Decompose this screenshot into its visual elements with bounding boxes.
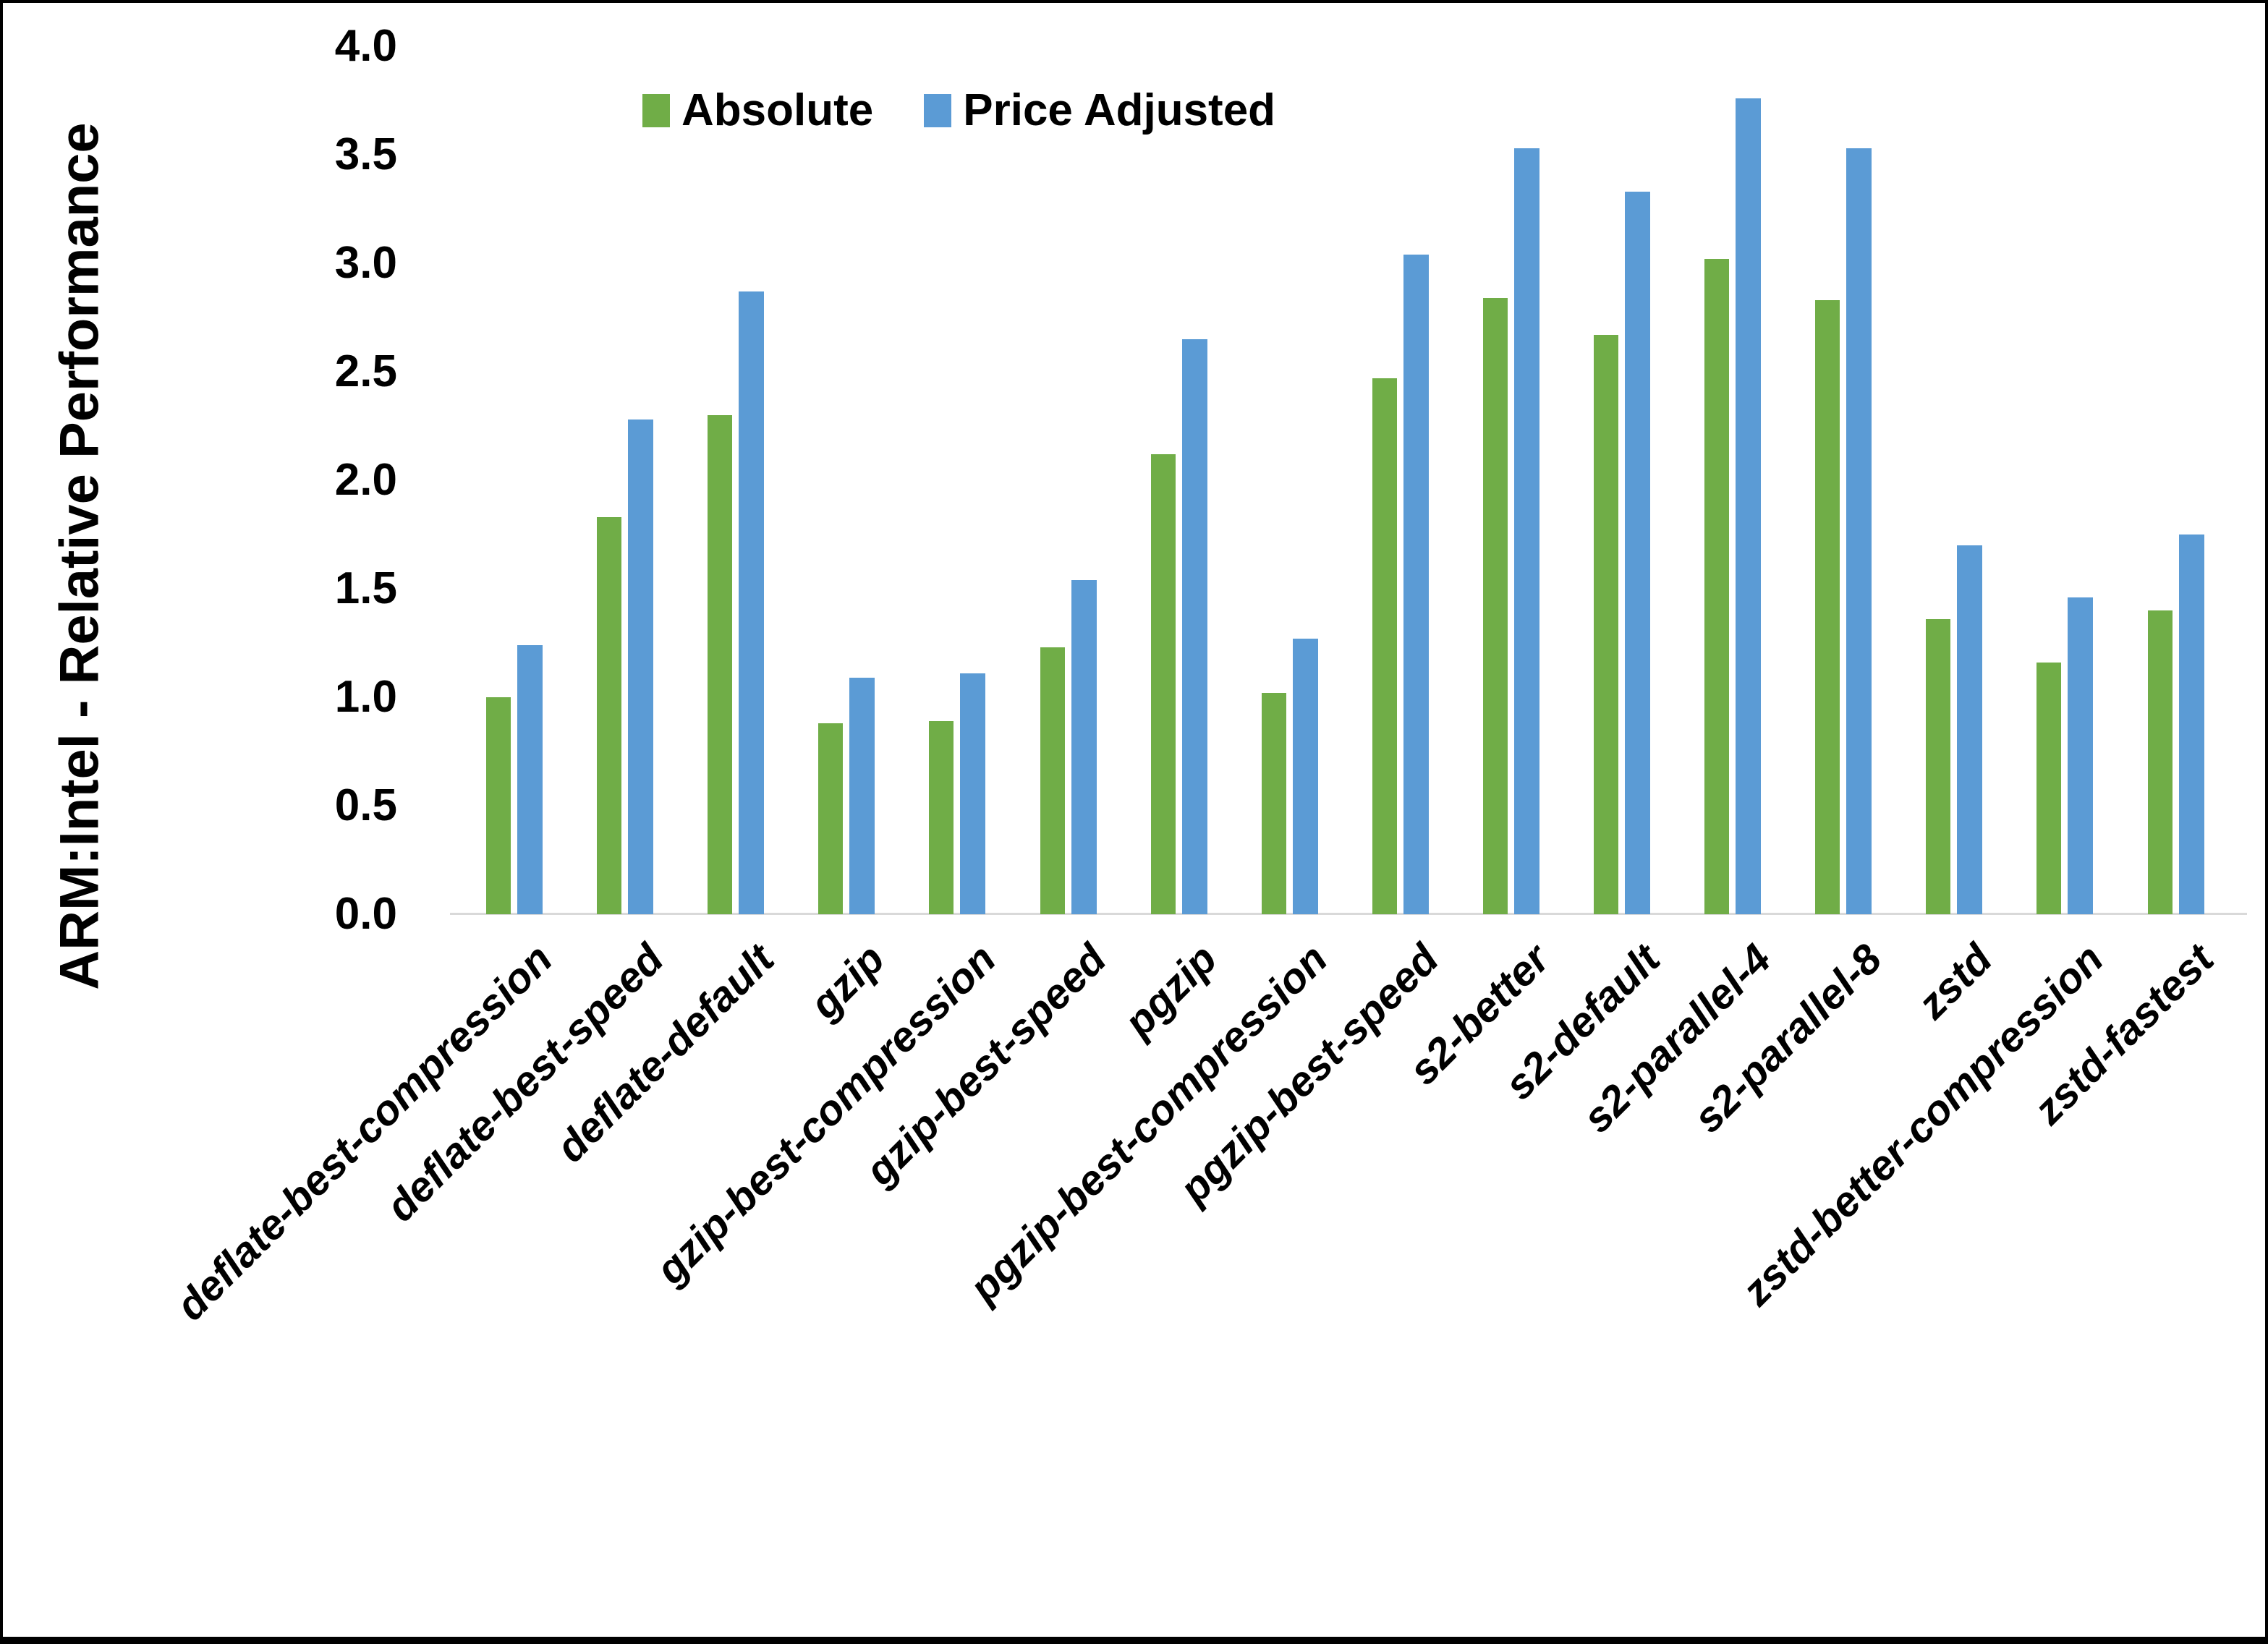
- legend-item-price-adjusted: Price Adjusted: [924, 88, 1275, 133]
- y-tick-label-2.5: 2.5: [334, 346, 397, 396]
- bar-price-adjusted-zstd-better-compression: [2068, 597, 2094, 914]
- legend: Absolute Price Adjusted: [642, 88, 1275, 133]
- bar-price-adjusted-deflate-best-speed: [628, 419, 654, 914]
- bar-absolute-gzip: [818, 723, 844, 914]
- bar-price-adjusted-gzip-best-compression: [960, 673, 986, 914]
- bar-price-adjusted-zstd: [1957, 545, 1983, 914]
- y-tick-label-2.0: 2.0: [334, 455, 397, 505]
- bar-price-adjusted-s2-better: [1513, 148, 1539, 914]
- bar-absolute-s2-default: [1594, 335, 1618, 914]
- x-axis-category-label-zstd: zstd: [1908, 935, 2002, 1028]
- bar-price-adjusted-pgzip: [1181, 339, 1207, 914]
- legend-swatch-price-adjusted: [924, 94, 952, 127]
- y-tick-label-1.0: 1.0: [334, 672, 397, 722]
- bar-price-adjusted-gzip-best-speed: [1071, 580, 1097, 914]
- bar-absolute-gzip-best-speed: [1040, 647, 1065, 914]
- y-tick-label-3.0: 3.0: [334, 238, 397, 288]
- bar-absolute-s2-parallel-4: [1704, 259, 1730, 914]
- bar-price-adjusted-gzip: [849, 678, 875, 914]
- bar-absolute-pgzip-best-speed: [1372, 378, 1397, 914]
- bar-absolute-zstd-fastest: [2147, 610, 2173, 914]
- legend-label-price-adjusted: Price Adjusted: [963, 85, 1276, 135]
- bar-absolute-s2-parallel-8: [1815, 300, 1840, 914]
- bar-absolute-pgzip: [1150, 454, 1176, 914]
- y-tick-label-4.0: 4.0: [334, 21, 397, 71]
- bar-absolute-pgzip-best-compression: [1261, 693, 1286, 914]
- x-axis-category-label-pgzip: pgzip: [1115, 935, 1226, 1047]
- bar-absolute-gzip-best-compression: [929, 721, 954, 914]
- bar-absolute-deflate-best-speed: [597, 517, 622, 914]
- bar-absolute-zstd: [1926, 619, 1951, 914]
- y-axis-title: ARM:Intel - Relative Performance: [48, 122, 111, 990]
- bar-price-adjusted-s2-default: [1625, 192, 1650, 914]
- bar-price-adjusted-s2-parallel-4: [1736, 98, 1762, 914]
- bar-price-adjusted-pgzip-best-compression: [1292, 639, 1318, 914]
- bar-price-adjusted-deflate-best-compression: [517, 645, 543, 914]
- x-axis-baseline: [450, 913, 2247, 915]
- y-tick-label-0.5: 0.5: [334, 780, 397, 830]
- y-tick-label-3.5: 3.5: [334, 129, 397, 179]
- bar-price-adjusted-pgzip-best-speed: [1403, 255, 1429, 914]
- legend-label-absolute: Absolute: [681, 85, 874, 135]
- y-tick-label-0.0: 0.0: [334, 889, 397, 939]
- bar-absolute-s2-better: [1482, 298, 1508, 914]
- bar-price-adjusted-s2-parallel-8: [1846, 148, 1872, 914]
- bar-price-adjusted-zstd-fastest: [2178, 534, 2204, 914]
- x-axis-category-label-gzip: gzip: [801, 935, 894, 1028]
- bar-absolute-deflate-best-compression: [486, 697, 511, 914]
- legend-swatch-absolute: [642, 94, 670, 127]
- bar-absolute-zstd-better-compression: [2036, 663, 2062, 914]
- y-tick-label-1.5: 1.5: [334, 563, 397, 613]
- legend-item-absolute: Absolute: [642, 88, 873, 133]
- bar-absolute-deflate-default: [708, 415, 733, 914]
- bar-price-adjusted-deflate-default: [739, 291, 765, 914]
